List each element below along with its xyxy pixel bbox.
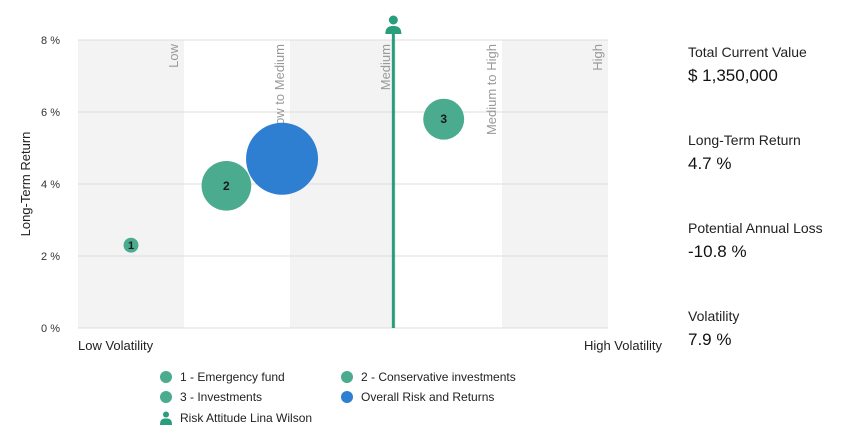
y-tick-label: 4 % [41,179,60,191]
stat-value: -10.8 % [688,242,747,261]
y-tick-label: 2 % [41,251,60,263]
stat-total-current-value: Total Current Value $ 1,350,000 [688,44,807,86]
risk-attitude-person-icon [385,26,402,34]
legend-dot-icon [341,391,353,403]
bubble [423,98,465,140]
legend-item-emergency-fund[interactable]: 1 - Emergency fund [160,370,285,384]
legend-label: Risk Attitude Lina Wilson [180,411,313,425]
bubble-label: 1 [128,240,134,252]
legend-label: 1 - Emergency fund [180,370,285,384]
legend-item-overall-risk-returns[interactable]: Overall Risk and Returns [341,390,494,404]
y-axis-label: Long-Term Return [18,132,33,237]
bubble-label: 3 [440,112,447,126]
legend-item-investments[interactable]: 3 - Investments [160,390,262,404]
y-tick-label: 8 % [41,35,60,47]
legend-dot-icon [160,371,172,383]
person-icon [160,411,172,425]
bubble-label: 2 [223,179,230,193]
bubble [123,237,139,253]
stat-label: Volatility [688,308,740,324]
y-tick-label: 0 % [41,323,60,335]
legend-label: Overall Risk and Returns [361,390,495,404]
y-tick-label: 6 % [41,107,60,119]
legend-label: 3 - Investments [180,390,263,404]
risk-return-chart: 0 % 2 % 4 % 6 % 8 % Low Low to Medium Medium Med… [18,15,663,353]
stat-value: 7.9 % [688,330,732,349]
stat-volatility: Volatility 7.9 % [688,308,739,350]
band-label: High [590,44,605,71]
stat-value: 4.7 % [688,154,732,173]
bubble [201,160,252,211]
stat-label: Total Current Value [688,44,807,60]
legend-item-conservative-investments[interactable]: 2 - Conservative investments [341,370,516,384]
band-label: Low to Medium [272,44,287,132]
stat-label: Long-Term Return [688,132,801,148]
bubble [246,122,319,195]
band-label: Medium [378,44,393,90]
risk-attitude-person-icon [388,15,398,25]
stat-label: Potential Annual Loss [688,220,823,236]
x-axis-right-label: High Volatility [584,338,663,353]
stat-potential-annual-loss: Potential Annual Loss -10.8 % [688,220,823,262]
band-label: Medium to High [484,44,499,135]
legend-dot-icon [341,371,353,383]
legend-item-risk-attitude[interactable]: Risk Attitude Lina Wilson [160,411,312,425]
band-label: Low [166,43,181,67]
x-axis-left-label: Low Volatility [78,338,154,353]
legend-dot-icon [160,391,172,403]
stat-value: $ 1,350,000 [688,66,778,85]
legend-label: 2 - Conservative investments [361,370,516,384]
stat-long-term-return: Long-Term Return 4.7 % [688,132,801,174]
